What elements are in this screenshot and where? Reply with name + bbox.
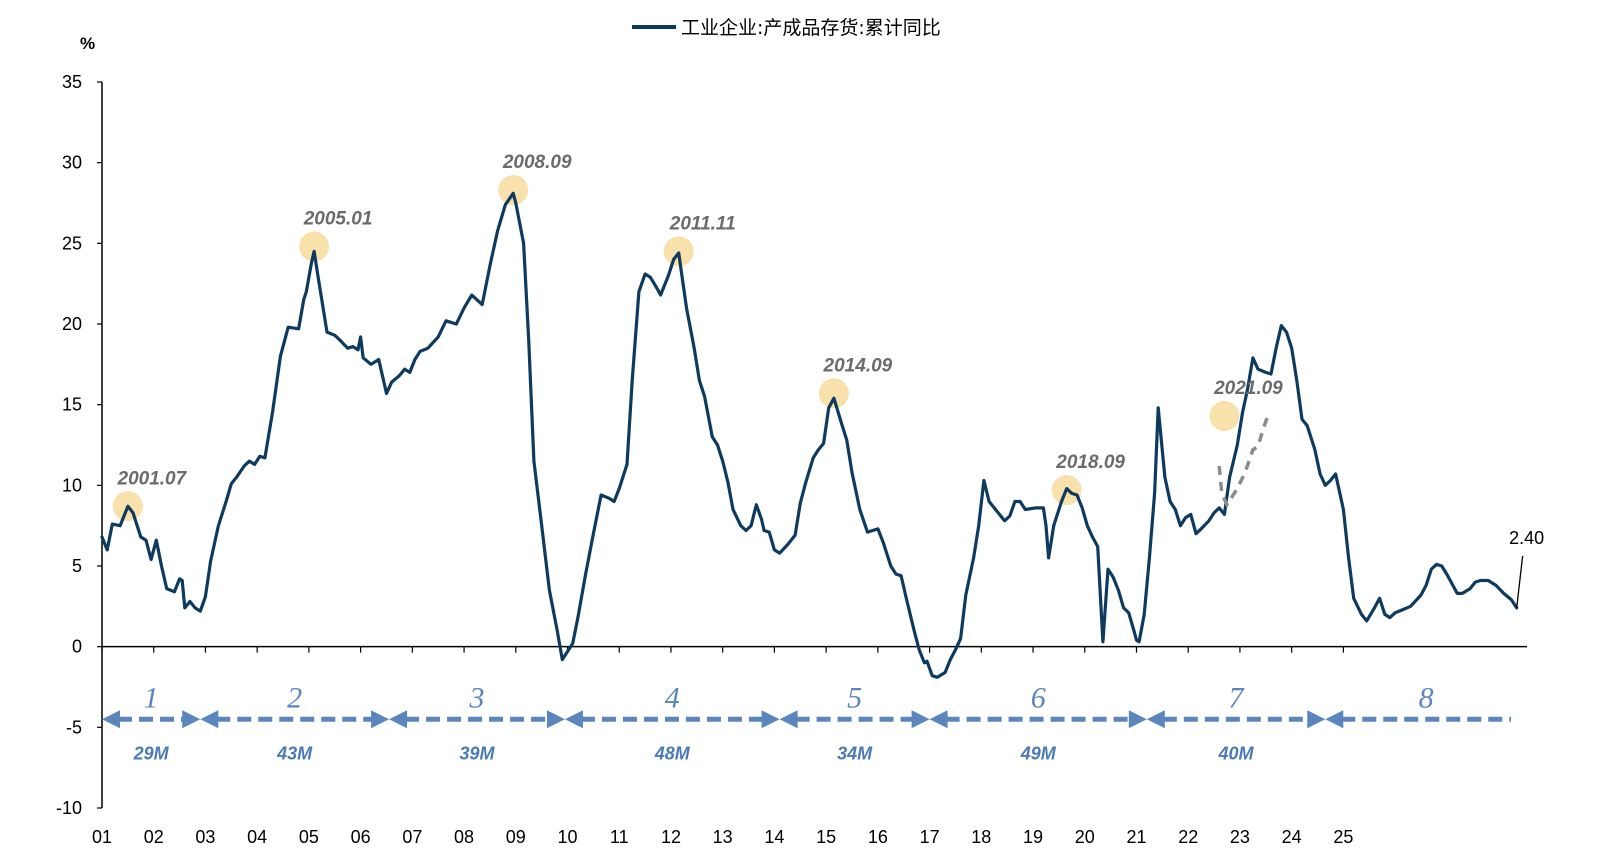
y-tick-label: -5 xyxy=(66,717,82,737)
peak-marker xyxy=(818,378,849,409)
cycle-duration: 29M xyxy=(133,743,170,763)
cycle-number: 4 xyxy=(665,681,680,714)
x-tick-label: 02 xyxy=(144,827,164,847)
peak-marker xyxy=(1209,400,1240,431)
y-axis-unit: % xyxy=(80,34,95,53)
cycle-arrowhead-right xyxy=(911,710,930,729)
y-tick-label: 0 xyxy=(72,637,82,657)
x-tick-label: 09 xyxy=(506,827,526,847)
cycle-arrowhead-right xyxy=(1307,710,1326,729)
x-tick-label: 07 xyxy=(402,827,422,847)
cycle-number: 2 xyxy=(287,681,302,714)
cycle-duration: 49M xyxy=(1020,743,1057,763)
y-tick-label: -10 xyxy=(56,798,82,818)
cycle-number: 7 xyxy=(1229,681,1246,714)
cycle-duration: 39M xyxy=(459,743,495,763)
dashed-trend-segment xyxy=(1217,413,1271,509)
x-tick-label: 20 xyxy=(1075,827,1095,847)
cycle-duration: 40M xyxy=(1218,743,1255,763)
x-tick-label: 16 xyxy=(868,827,888,847)
axes xyxy=(101,82,1527,808)
cycle-arrowhead-left xyxy=(929,710,948,729)
x-tick-label: 23 xyxy=(1230,827,1250,847)
cycle-arrowhead-left xyxy=(779,710,798,729)
x-tick-label: 11 xyxy=(610,827,629,847)
cycle-number: 5 xyxy=(847,681,862,714)
last-value-label: 2.40 xyxy=(1509,528,1544,548)
peak-label: 2005.01 xyxy=(303,209,373,230)
cycle-arrowhead-left xyxy=(102,710,120,729)
peak-labels: 2001.07 2005.01 2008.09 2011.11 2014.09 2018.… xyxy=(117,152,1284,489)
cycle-duration: 34M xyxy=(837,743,873,763)
peak-label: 2011.11 xyxy=(669,213,736,234)
x-tick-label: 25 xyxy=(1333,827,1353,847)
x-tick-label: 24 xyxy=(1282,827,1302,847)
x-tick-label: 08 xyxy=(454,827,474,847)
x-tick-label: 12 xyxy=(661,827,681,847)
cycle-arrowhead-right xyxy=(761,710,780,729)
x-tick-label: 13 xyxy=(713,827,733,847)
cycle-duration: 48M xyxy=(654,743,691,763)
peak-label: 2008.09 xyxy=(502,152,572,173)
x-tick-label: 01 xyxy=(92,827,112,847)
x-tick-label: 22 xyxy=(1178,827,1198,847)
peak-label: 2001.07 xyxy=(117,468,188,489)
peak-marker xyxy=(663,236,694,267)
x-tick-label: 06 xyxy=(351,827,371,847)
x-tick-label: 10 xyxy=(558,827,578,847)
cycle-arrowhead-right xyxy=(182,710,201,729)
last-value-annotation: 2.40 xyxy=(1509,528,1544,609)
cycle-arrows: 1 29M 2 43M 3 39M 4 48M 5 34M 6 49M 7 40M 8 xyxy=(102,681,1511,763)
legend-label: 工业企业:产成品存货:累计同比 xyxy=(681,17,941,39)
x-tick-label: 04 xyxy=(247,827,267,847)
cycle-arrowhead-left xyxy=(1325,710,1344,729)
peak-label: 2021.09 xyxy=(1213,378,1283,399)
y-tick-label: 5 xyxy=(72,556,82,576)
y-tick-label: 20 xyxy=(62,314,82,334)
series-group xyxy=(100,191,1519,679)
peak-markers xyxy=(112,175,1240,522)
cycle-arrowhead-left xyxy=(389,710,408,729)
cycle-duration: 43M xyxy=(276,743,313,763)
x-tick-label: 17 xyxy=(920,827,940,847)
last-value-leader-line xyxy=(1516,555,1524,609)
cycle-arrowhead-right xyxy=(546,710,565,729)
y-tick-label: 35 xyxy=(62,72,82,92)
cycle-number: 1 xyxy=(144,681,159,714)
x-tick-label: 21 xyxy=(1126,827,1146,847)
y-tick-label: 10 xyxy=(62,475,82,495)
x-tick-label: 14 xyxy=(764,827,784,847)
cycle-number: 6 xyxy=(1031,681,1046,714)
cycle-number: 3 xyxy=(469,681,485,714)
y-tick-label: 25 xyxy=(62,233,82,253)
x-tick-label: 18 xyxy=(971,827,991,847)
x-tick-label: 15 xyxy=(816,827,836,847)
y-axis-ticks: -10 -5 0 5 10 15 20 25 30 35 xyxy=(56,72,102,818)
cycle-number: 8 xyxy=(1419,681,1434,714)
peak-label: 2014.09 xyxy=(823,355,893,376)
x-tick-label: 05 xyxy=(299,827,319,847)
cycle-arrowhead-right xyxy=(1128,710,1147,729)
cycle-arrowhead-left xyxy=(564,710,583,729)
x-tick-label: 19 xyxy=(1023,827,1043,847)
legend: 工业企业:产成品存货:累计同比 xyxy=(632,17,941,39)
cycle-arrowhead-left xyxy=(1146,710,1165,729)
peak-marker xyxy=(299,231,330,262)
y-tick-label: 30 xyxy=(62,153,82,173)
cycle-arrowhead-right xyxy=(371,710,390,729)
x-tick-label: 03 xyxy=(195,827,215,847)
x-axis-ticks: 01 02 03 04 05 06 07 08 09 10 11 12 13 14 15 16 17 18 19 20… xyxy=(92,646,1353,847)
peak-label: 2018.09 xyxy=(1055,452,1125,473)
series-line xyxy=(100,191,1519,679)
peak-marker xyxy=(498,175,529,206)
cycle-arrowhead-left xyxy=(200,710,219,729)
y-tick-label: 15 xyxy=(62,395,82,415)
